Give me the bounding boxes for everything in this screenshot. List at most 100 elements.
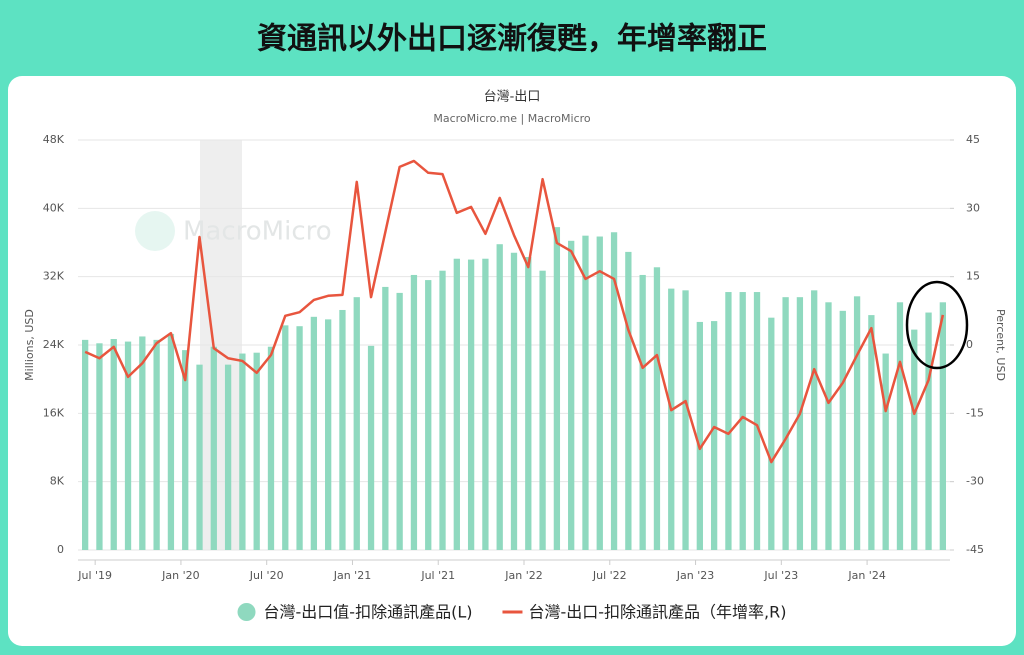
legend-label: 台灣-出口值-扣除通訊產品(L) (264, 603, 473, 622)
page-title: 資通訊以外出口逐漸復甦，年增率翻正 (257, 22, 767, 57)
bar (382, 286, 389, 550)
bar (453, 258, 460, 550)
bar (539, 270, 546, 550)
bar (639, 274, 646, 550)
bar (725, 292, 732, 550)
bar (696, 321, 703, 550)
bar (367, 345, 375, 550)
bar (525, 257, 532, 550)
bar (839, 310, 846, 550)
y2-tick-label: 0 (966, 338, 973, 351)
y2-axis-label: Percent, USD (994, 309, 1007, 381)
y-tick-label: 40K (43, 201, 65, 214)
x-tick-label: Jul '19 (77, 569, 112, 582)
y-tick-label: 0 (57, 543, 64, 556)
y2-tick-label: -30 (966, 475, 984, 488)
bar (196, 364, 203, 550)
bar (796, 297, 804, 550)
x-tick-label: Jan '23 (676, 569, 714, 582)
bar (253, 352, 260, 550)
legend: 台灣-出口值-扣除通訊產品(L) 台灣-出口-扣除通訊產品（年增率,R) (237, 603, 786, 622)
bar (625, 251, 632, 551)
bar (339, 309, 346, 550)
bar (239, 353, 246, 550)
line (84, 159, 945, 464)
y-tick-label: 16K (43, 406, 65, 419)
x-tick-label: Jul '21 (420, 569, 455, 582)
bar (267, 346, 275, 550)
bar (224, 364, 232, 550)
bar (939, 302, 946, 550)
highlight-ellipse (905, 280, 969, 370)
bar (682, 290, 689, 550)
bar (768, 317, 775, 550)
bar (882, 353, 889, 550)
bar (753, 292, 761, 550)
bar (310, 316, 318, 550)
y2-tick-label: -45 (966, 543, 984, 556)
bar (825, 302, 832, 550)
bar (868, 315, 875, 550)
bar (596, 236, 603, 551)
bar (668, 288, 675, 550)
plot: 0 8K 16K 24K 32K 40K 48K -45 -30 -15 0 15 30 45 Jul '1… (43, 133, 984, 582)
bar (153, 339, 160, 550)
bar (282, 325, 289, 550)
bar (467, 259, 475, 550)
bar (653, 267, 661, 550)
bar (582, 235, 589, 550)
y2-tick-label: 30 (966, 201, 980, 214)
y-tick-label: 24K (43, 338, 65, 351)
bar (353, 297, 360, 550)
x-tick-label: Jan '21 (333, 569, 371, 582)
bar (896, 302, 904, 550)
bar (510, 252, 518, 550)
y-axis-label: Millions, USD (23, 309, 36, 381)
bar (610, 232, 618, 550)
watermark: MacroMicro (183, 217, 332, 247)
bar (425, 280, 432, 550)
bar (739, 292, 746, 550)
bar (410, 274, 418, 550)
bar (396, 292, 403, 550)
x-tick-label: Jan '24 (847, 569, 885, 582)
x-tick-label: Jul '22 (592, 569, 627, 582)
bar (782, 297, 789, 550)
bar (167, 333, 175, 550)
y-tick-label: 8K (50, 475, 65, 488)
x-tick-label: Jan '20 (161, 569, 199, 582)
bar (110, 339, 117, 550)
legend-marker (237, 603, 256, 621)
bar (568, 240, 575, 550)
chart-subtitle: MacroMicro.me | MacroMicro (433, 112, 591, 125)
y-tick-label: 32K (43, 270, 65, 283)
bar (210, 346, 217, 550)
bar (296, 326, 303, 550)
bar (482, 258, 489, 550)
y-tick-label: 48K (43, 133, 65, 146)
chart-title: 台灣-出口 (484, 90, 541, 105)
bar (182, 350, 189, 550)
bar (925, 312, 932, 550)
y2-tick-label: 15 (966, 270, 980, 283)
bar (496, 244, 503, 551)
bar (139, 336, 146, 550)
bar (853, 296, 861, 550)
bar (439, 270, 446, 550)
bar (911, 329, 918, 550)
x-tick-label: Jul '23 (763, 569, 798, 582)
bar (710, 321, 718, 550)
bar (96, 343, 103, 550)
y2-tick-label: 45 (966, 133, 980, 146)
bar (811, 290, 818, 550)
bar (82, 339, 89, 550)
bar (553, 227, 561, 550)
bar (124, 341, 132, 550)
y2-tick-label: -15 (966, 406, 984, 419)
bar (325, 319, 332, 550)
x-tick-label: Jan '22 (504, 569, 542, 582)
legend-label: 台灣-出口-扣除通訊產品（年增率,R) (528, 603, 786, 622)
x-tick-label: Jul '20 (249, 569, 284, 582)
